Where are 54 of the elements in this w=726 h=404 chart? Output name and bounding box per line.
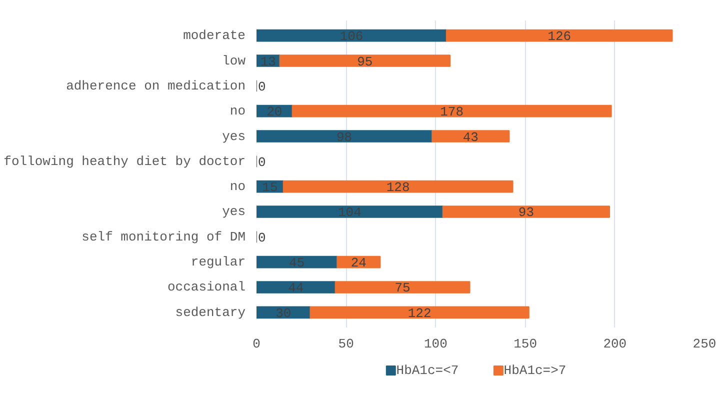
bar bbox=[446, 29, 673, 42]
data-label: 44 bbox=[288, 280, 304, 296]
legend-label: HbA1c=<7 bbox=[396, 363, 459, 378]
data-label: 0 bbox=[258, 154, 266, 170]
data-label: 128 bbox=[386, 180, 410, 196]
y-tick-label: occasional bbox=[167, 280, 246, 295]
data-label: 30 bbox=[276, 306, 292, 321]
data-label: 126 bbox=[548, 29, 572, 44]
x-tick-label: 100 bbox=[424, 336, 448, 352]
data-label: 122 bbox=[408, 306, 432, 321]
data-label: 24 bbox=[350, 256, 367, 271]
bar bbox=[256, 130, 433, 142]
data-label: 15 bbox=[262, 180, 278, 196]
bar bbox=[279, 54, 451, 67]
bar bbox=[292, 104, 612, 118]
data-label: 178 bbox=[440, 104, 464, 120]
x-tick-label: 0 bbox=[252, 336, 260, 352]
data-label: 104 bbox=[338, 205, 362, 220]
bar bbox=[282, 180, 514, 193]
data-label: 45 bbox=[289, 256, 305, 271]
data-label: 0 bbox=[258, 79, 266, 94]
data-label: 0 bbox=[258, 230, 266, 246]
bar bbox=[432, 130, 510, 142]
x-tick-label: 250 bbox=[692, 336, 716, 352]
y-tick-label: sedentary bbox=[175, 304, 246, 320]
bar bbox=[310, 306, 530, 319]
y-tick-label: yes bbox=[222, 204, 246, 220]
x-tick-label: 200 bbox=[603, 336, 627, 352]
y-tick-label: self monitoring of DM bbox=[82, 229, 246, 244]
data-label: 106 bbox=[340, 29, 364, 44]
bar bbox=[442, 206, 610, 218]
data-label: 20 bbox=[266, 104, 282, 120]
bar bbox=[256, 281, 336, 294]
y-tick-label: moderate bbox=[183, 28, 246, 44]
data-label: 98 bbox=[336, 130, 352, 145]
y-tick-label: no bbox=[230, 104, 246, 119]
data-label: 95 bbox=[357, 54, 373, 70]
bar bbox=[334, 281, 470, 294]
y-tick-label: no bbox=[230, 179, 246, 194]
bar bbox=[256, 256, 338, 268]
bar bbox=[256, 206, 444, 218]
x-tick-label: 50 bbox=[338, 336, 354, 352]
x-tick-label: 150 bbox=[514, 336, 538, 352]
legend-label: HbA1c=>7 bbox=[504, 363, 566, 378]
y-tick-label: low bbox=[222, 53, 246, 68]
y-tick-label: yes bbox=[222, 128, 246, 144]
data-label: 75 bbox=[394, 280, 410, 296]
data-label: 13 bbox=[260, 54, 276, 70]
data-label: 93 bbox=[518, 205, 534, 220]
bar bbox=[256, 29, 447, 42]
y-tick-label: adherence on medication bbox=[66, 78, 246, 94]
data-label: 43 bbox=[462, 130, 478, 145]
y-tick-label: following heathy diet by doctor bbox=[4, 154, 246, 169]
y-tick-label: regular bbox=[190, 254, 246, 270]
